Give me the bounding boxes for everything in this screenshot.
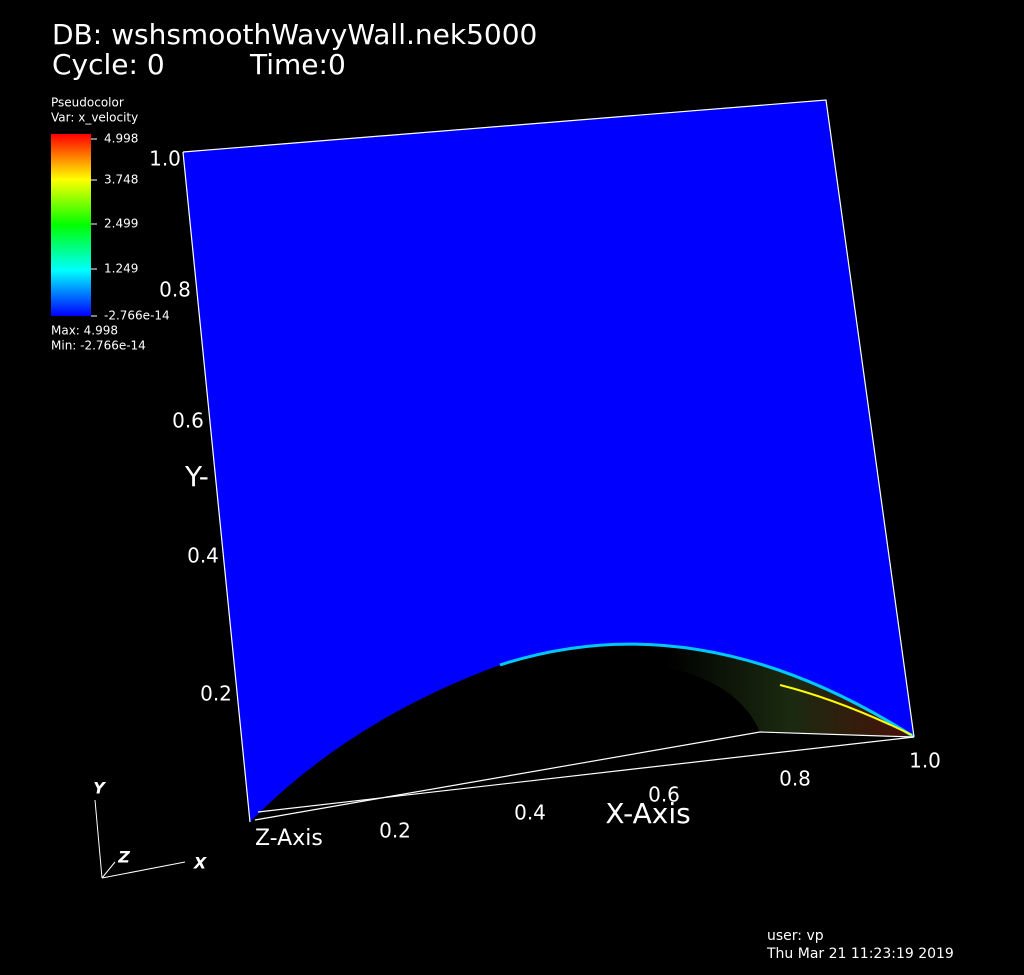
- color-bar: [51, 134, 91, 316]
- y-tick-label: 0.6: [172, 409, 204, 433]
- y-tick-label: 1.0: [149, 147, 181, 171]
- z-title: Z-Axis: [255, 826, 323, 851]
- blue-surface: [183, 100, 914, 822]
- legend-tick-label: 1.249: [104, 262, 138, 276]
- y-tick-label: 0.4: [187, 544, 219, 568]
- x-tick-label: 0.2: [379, 819, 411, 843]
- x-tick-label: 0.8: [779, 767, 811, 791]
- triad-y: Y: [93, 779, 106, 798]
- x-title: X-Axis: [605, 797, 690, 830]
- y-title: Y-: [184, 460, 209, 493]
- footer-date: Thu Mar 21 11:23:19 2019: [766, 946, 954, 962]
- legend-variable: Var: x_velocity: [51, 111, 138, 125]
- wall-edge-hot: [779, 684, 913, 736]
- legend-tick-label: 2.499: [104, 217, 138, 231]
- legend-tick-label: 3.748: [104, 173, 138, 187]
- cycle: Cycle: 0: [52, 48, 165, 81]
- legend-min: Min: -2.766e-14: [51, 339, 146, 353]
- y-tick-label: 0.2: [200, 682, 232, 706]
- triad-x: X: [193, 854, 207, 873]
- legend-tick-label: 4.998: [104, 132, 138, 146]
- legend-tick-label: -2.766e-14: [104, 309, 170, 323]
- legend-max: Max: 4.998: [51, 324, 118, 338]
- triad-z: Z: [117, 848, 130, 867]
- x-tick-label: 1.0: [909, 749, 941, 773]
- x-tick-label: 0.6: [648, 783, 680, 807]
- x-tick-label: 0.4: [514, 801, 546, 825]
- triad: [94, 799, 186, 879]
- wall-shading: [500, 644, 914, 737]
- y-tick-label: 0.8: [159, 278, 191, 302]
- wall-edge: [499, 642, 915, 739]
- title: DB: wshsmoothWavyWall.nek5000: [52, 18, 537, 51]
- footer-user: user: vp: [767, 928, 824, 944]
- axes-box: [182, 99, 915, 823]
- time: Time:0: [249, 48, 346, 81]
- legend-plot: Pseudocolor: [51, 96, 124, 110]
